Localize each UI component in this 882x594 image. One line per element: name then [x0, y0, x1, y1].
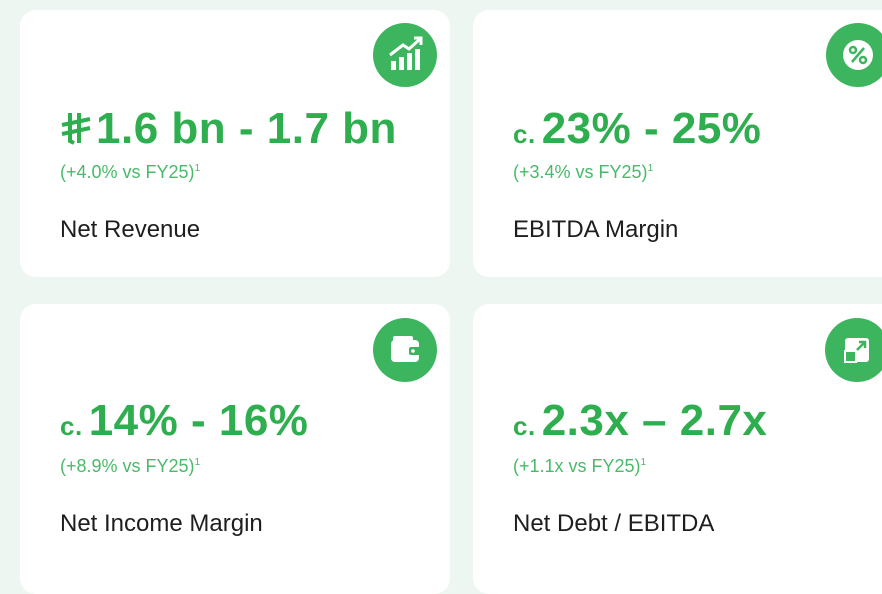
- kpi-prefix: c.: [60, 411, 83, 441]
- kpi-label: Net Debt / EBITDA: [513, 510, 715, 537]
- wallet-icon: [373, 318, 437, 382]
- page: 1.6 bn - 1.7 bn (+4.0% vs FY25)1 Net Rev…: [20, 10, 882, 594]
- kpi-prefix: c.: [513, 119, 536, 149]
- kpi-change: (+4.0% vs FY25)1: [60, 162, 200, 183]
- footnote: 1: [640, 457, 647, 468]
- change-text: (+1.1x vs FY25): [513, 456, 641, 476]
- kpi-change: (+3.4% vs FY25)1: [513, 162, 653, 183]
- scale-icon: [825, 318, 882, 382]
- kpi-value: 1.6 bn - 1.7 bn: [60, 104, 397, 154]
- currency-symbol: [61, 113, 91, 145]
- kpi-change: (+1.1x vs FY25)1: [513, 456, 646, 477]
- kpi-value-text: 23% - 25%: [541, 104, 762, 153]
- footnote: 1: [194, 457, 201, 468]
- footnote: 1: [647, 163, 654, 174]
- percent-icon: [826, 23, 882, 87]
- kpi-card: c. 23% - 25% (+3.4% vs FY25)1 EBITDA Marg…: [473, 10, 882, 277]
- kpi-value: c. 14% - 16%: [60, 396, 308, 446]
- change-text: (+3.4% vs FY25): [513, 162, 648, 182]
- kpi-label: EBITDA Margin: [513, 216, 679, 243]
- kpi-value: c. 2.3x – 2.7x: [513, 396, 767, 446]
- kpi-change: (+8.9% vs FY25)1: [60, 456, 200, 477]
- kpi-value-text: 2.3x – 2.7x: [541, 396, 768, 445]
- kpi-label: Net Revenue: [60, 216, 201, 243]
- change-text: (+8.9% vs FY25): [60, 456, 195, 476]
- growth-icon: [373, 23, 437, 87]
- kpi-value-text: 1.6 bn - 1.7 bn: [96, 104, 397, 153]
- kpi-card: 1.6 bn - 1.7 bn (+4.0% vs FY25)1 Net Rev…: [20, 10, 450, 277]
- kpi-prefix: c.: [513, 411, 536, 441]
- change-text: (+4.0% vs FY25): [60, 162, 195, 182]
- footnote: 1: [194, 163, 201, 174]
- kpi-label: Net Income Margin: [60, 510, 263, 537]
- kpi-value-text: 14% - 16%: [88, 396, 309, 445]
- kpi-card: c. 14% - 16% (+8.9% vs FY25)1 Net Income …: [20, 304, 450, 594]
- kpi-card: c. 2.3x – 2.7x (+1.1x vs FY25)1 Net Debt …: [473, 304, 882, 594]
- kpi-value: c. 23% - 25%: [513, 104, 761, 154]
